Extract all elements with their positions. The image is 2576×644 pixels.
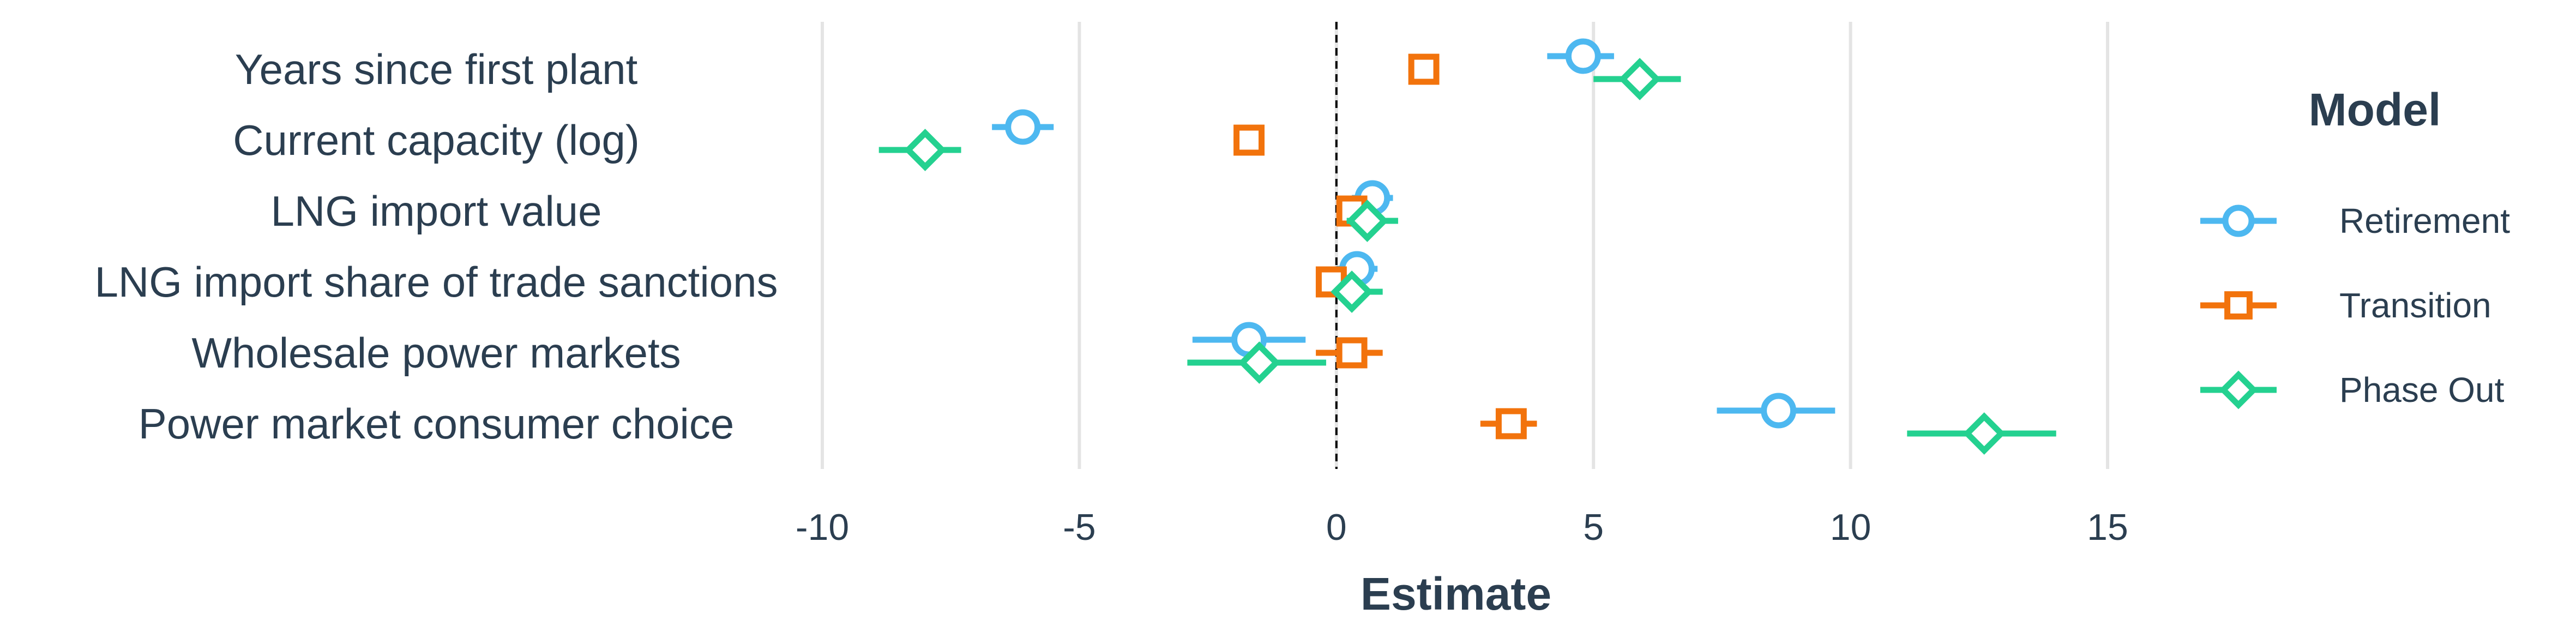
plot-marks xyxy=(878,38,2056,455)
legend-title: Model xyxy=(2309,84,2441,135)
y-axis-labels: Years since first plant Current capacity … xyxy=(95,45,778,448)
point-marker-diamond xyxy=(1618,58,1661,100)
point-marker-circle xyxy=(1005,109,1041,145)
point-marker-diamond xyxy=(1238,341,1281,384)
legend: Model Retirement Transition Phase Out xyxy=(2200,84,2510,410)
category-label: Years since first plant xyxy=(235,45,638,93)
point-marker-diamond xyxy=(1963,412,2006,455)
x-tick-label: -10 xyxy=(796,507,849,548)
gridlines xyxy=(821,22,2109,469)
category-label: LNG import value xyxy=(271,187,602,235)
point-marker-diamond xyxy=(1346,200,1389,242)
point-marker-circle xyxy=(2222,204,2255,237)
point-marker-diamond xyxy=(904,129,947,171)
category-label: Current capacity (log) xyxy=(233,116,640,164)
legend-label: Retirement xyxy=(2339,201,2510,240)
x-tick-label: 0 xyxy=(1326,507,1347,548)
x-tick-label: 15 xyxy=(2087,507,2128,548)
category-label: Power market consumer choice xyxy=(139,400,734,448)
x-axis-title: Estimate xyxy=(1361,568,1551,619)
legend-label: Phase Out xyxy=(2339,370,2505,410)
category-label: LNG import share of trade sanctions xyxy=(95,258,778,306)
point-marker-square xyxy=(1233,124,1265,156)
point-marker-square xyxy=(1336,337,1368,369)
point-marker-diamond xyxy=(2219,370,2258,410)
point-marker-circle xyxy=(1761,393,1797,429)
x-axis: -10 -5 0 5 10 15 xyxy=(796,507,2128,548)
point-marker-square xyxy=(1495,408,1527,440)
point-marker-diamond xyxy=(1331,270,1373,313)
legend-label: Transition xyxy=(2339,286,2491,325)
x-tick-label: 10 xyxy=(1830,507,1871,548)
category-label: Wholesale power markets xyxy=(191,329,681,377)
point-marker-square xyxy=(1408,53,1440,85)
point-marker-square xyxy=(2224,291,2253,320)
point-marker-circle xyxy=(1565,38,1601,74)
x-tick-label: -5 xyxy=(1063,507,1096,548)
x-tick-label: 5 xyxy=(1583,507,1604,548)
